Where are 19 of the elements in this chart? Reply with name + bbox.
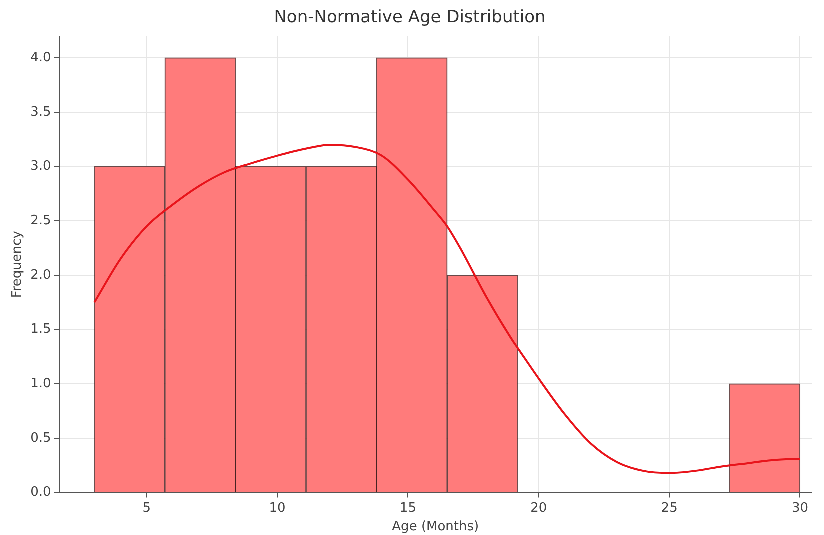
y-tick-label: 3.0 <box>30 159 52 174</box>
x-tick-label: 30 <box>792 500 809 516</box>
y-tick-label: 2.0 <box>30 268 52 283</box>
x-tick-label: 5 <box>142 500 151 516</box>
y-tick-label: 1.5 <box>30 322 52 338</box>
x-tick-label: 20 <box>530 500 548 516</box>
x-tick-label: 10 <box>269 500 286 516</box>
chart-title: Non-Normative Age Distribution <box>274 8 546 28</box>
line-series <box>94 144 802 474</box>
y-tick-label: 4.0 <box>30 50 52 66</box>
y-tick-label: 3.5 <box>30 104 52 120</box>
x-axis-title: Age (Months) <box>392 520 480 535</box>
y-axis-title: Frequency <box>10 230 26 298</box>
y-tick-label: 1.0 <box>30 376 52 392</box>
y-tick-label: 2.5 <box>30 214 52 229</box>
x-tick-label: 15 <box>400 500 416 516</box>
y-tick-label: 0.5 <box>30 430 52 446</box>
y-tick-label: 0.0 <box>30 485 52 500</box>
x-tick-label: 25 <box>661 500 678 516</box>
